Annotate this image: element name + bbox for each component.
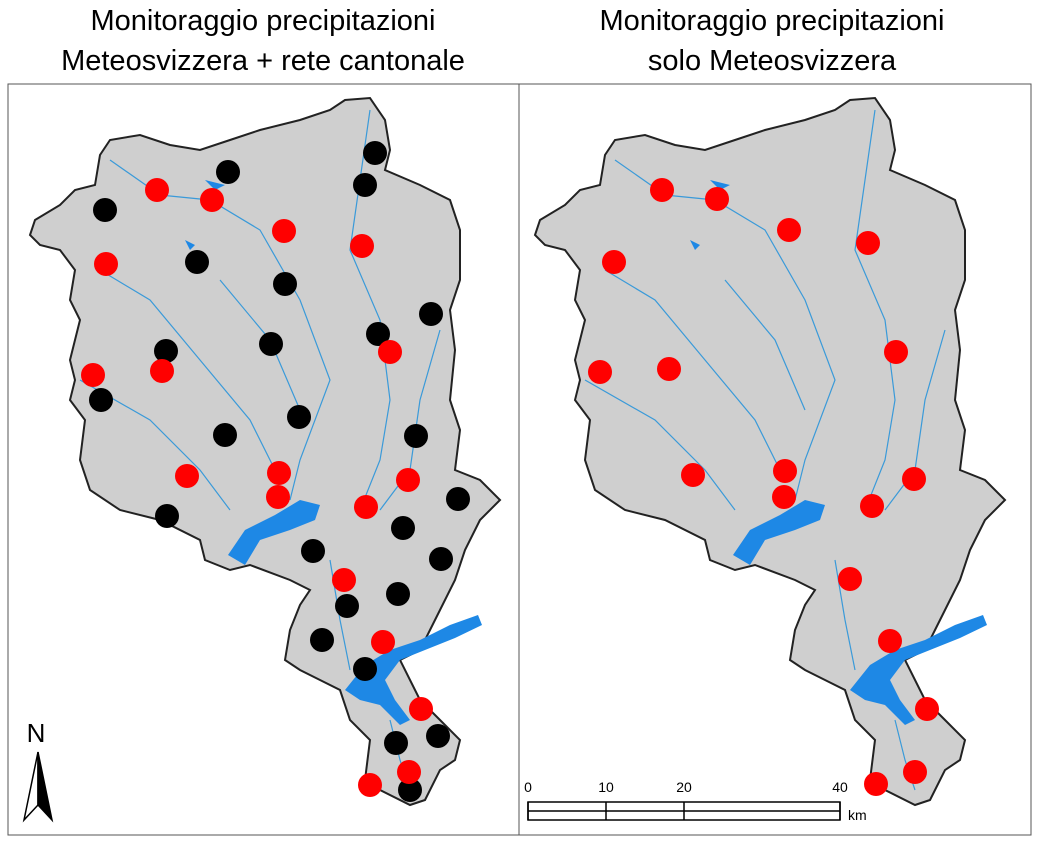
panel-title: Monitoraggio precipitazioni (91, 5, 436, 37)
scale-label: 40 (832, 779, 848, 795)
station-cantonal (398, 778, 422, 802)
station-cantonal (419, 302, 443, 326)
panel-title: Meteosvizzera + rete cantonale (61, 45, 465, 77)
station-meteosvizzera (350, 234, 374, 258)
station-meteosvizzera (397, 760, 421, 784)
north-label: N (27, 718, 46, 748)
station-meteosvizzera (902, 467, 926, 491)
station-meteosvizzera (145, 178, 169, 202)
station-cantonal (429, 547, 453, 571)
station-cantonal (384, 731, 408, 755)
station-meteosvizzera (657, 357, 681, 381)
station-cantonal (154, 339, 178, 363)
station-cantonal (259, 332, 283, 356)
station-meteosvizzera (396, 468, 420, 492)
arrow-right (37, 751, 54, 823)
station-meteosvizzera (358, 773, 382, 797)
station-meteosvizzera (777, 218, 801, 242)
station-meteosvizzera (860, 494, 884, 518)
station-cantonal (310, 628, 334, 652)
station-meteosvizzera (378, 340, 402, 364)
station-meteosvizzera (650, 178, 674, 202)
station-cantonal (273, 272, 297, 296)
station-meteosvizzera (878, 629, 902, 653)
station-meteosvizzera (409, 697, 433, 721)
station-cantonal (155, 504, 179, 528)
station-cantonal (446, 487, 470, 511)
station-meteosvizzera (354, 495, 378, 519)
station-cantonal (353, 173, 377, 197)
station-meteosvizzera (81, 363, 105, 387)
station-meteosvizzera (200, 188, 224, 212)
station-meteosvizzera (602, 250, 626, 274)
scale-label: 10 (598, 779, 614, 795)
station-meteosvizzera (272, 219, 296, 243)
station-cantonal (301, 539, 325, 563)
station-meteosvizzera (903, 760, 927, 784)
station-cantonal (287, 405, 311, 429)
station-cantonal (386, 582, 410, 606)
map-panel (7, 83, 520, 836)
station-meteosvizzera (681, 463, 705, 487)
station-meteosvizzera (915, 697, 939, 721)
station-meteosvizzera (175, 464, 199, 488)
station-meteosvizzera (332, 568, 356, 592)
station-meteosvizzera (838, 567, 862, 591)
map-panel (518, 83, 1032, 836)
panel-title: solo Meteosvizzera (648, 45, 897, 77)
station-meteosvizzera (94, 252, 118, 276)
station-cantonal (366, 322, 390, 346)
station-meteosvizzera (856, 231, 880, 255)
station-cantonal (89, 388, 113, 412)
scale-label: 0 (524, 779, 532, 795)
station-meteosvizzera (772, 485, 796, 509)
scale-label: 20 (676, 779, 692, 795)
north-arrow: N (22, 718, 54, 823)
panel-title: Monitoraggio precipitazioni (600, 5, 945, 37)
station-cantonal (363, 141, 387, 165)
station-meteosvizzera (705, 187, 729, 211)
station-cantonal (216, 160, 240, 184)
station-meteosvizzera (773, 459, 797, 483)
station-cantonal (426, 724, 450, 748)
station-cantonal (353, 657, 377, 681)
station-meteosvizzera (864, 772, 888, 796)
station-cantonal (185, 250, 209, 274)
scale-unit: km (848, 807, 867, 823)
station-meteosvizzera (884, 340, 908, 364)
station-meteosvizzera (267, 461, 291, 485)
station-cantonal (93, 198, 117, 222)
station-cantonal (404, 424, 428, 448)
station-cantonal (391, 516, 415, 540)
station-meteosvizzera (588, 360, 612, 384)
station-cantonal (335, 594, 359, 618)
station-meteosvizzera (371, 630, 395, 654)
station-meteosvizzera (266, 485, 290, 509)
station-meteosvizzera (150, 359, 174, 383)
station-cantonal (213, 423, 237, 447)
